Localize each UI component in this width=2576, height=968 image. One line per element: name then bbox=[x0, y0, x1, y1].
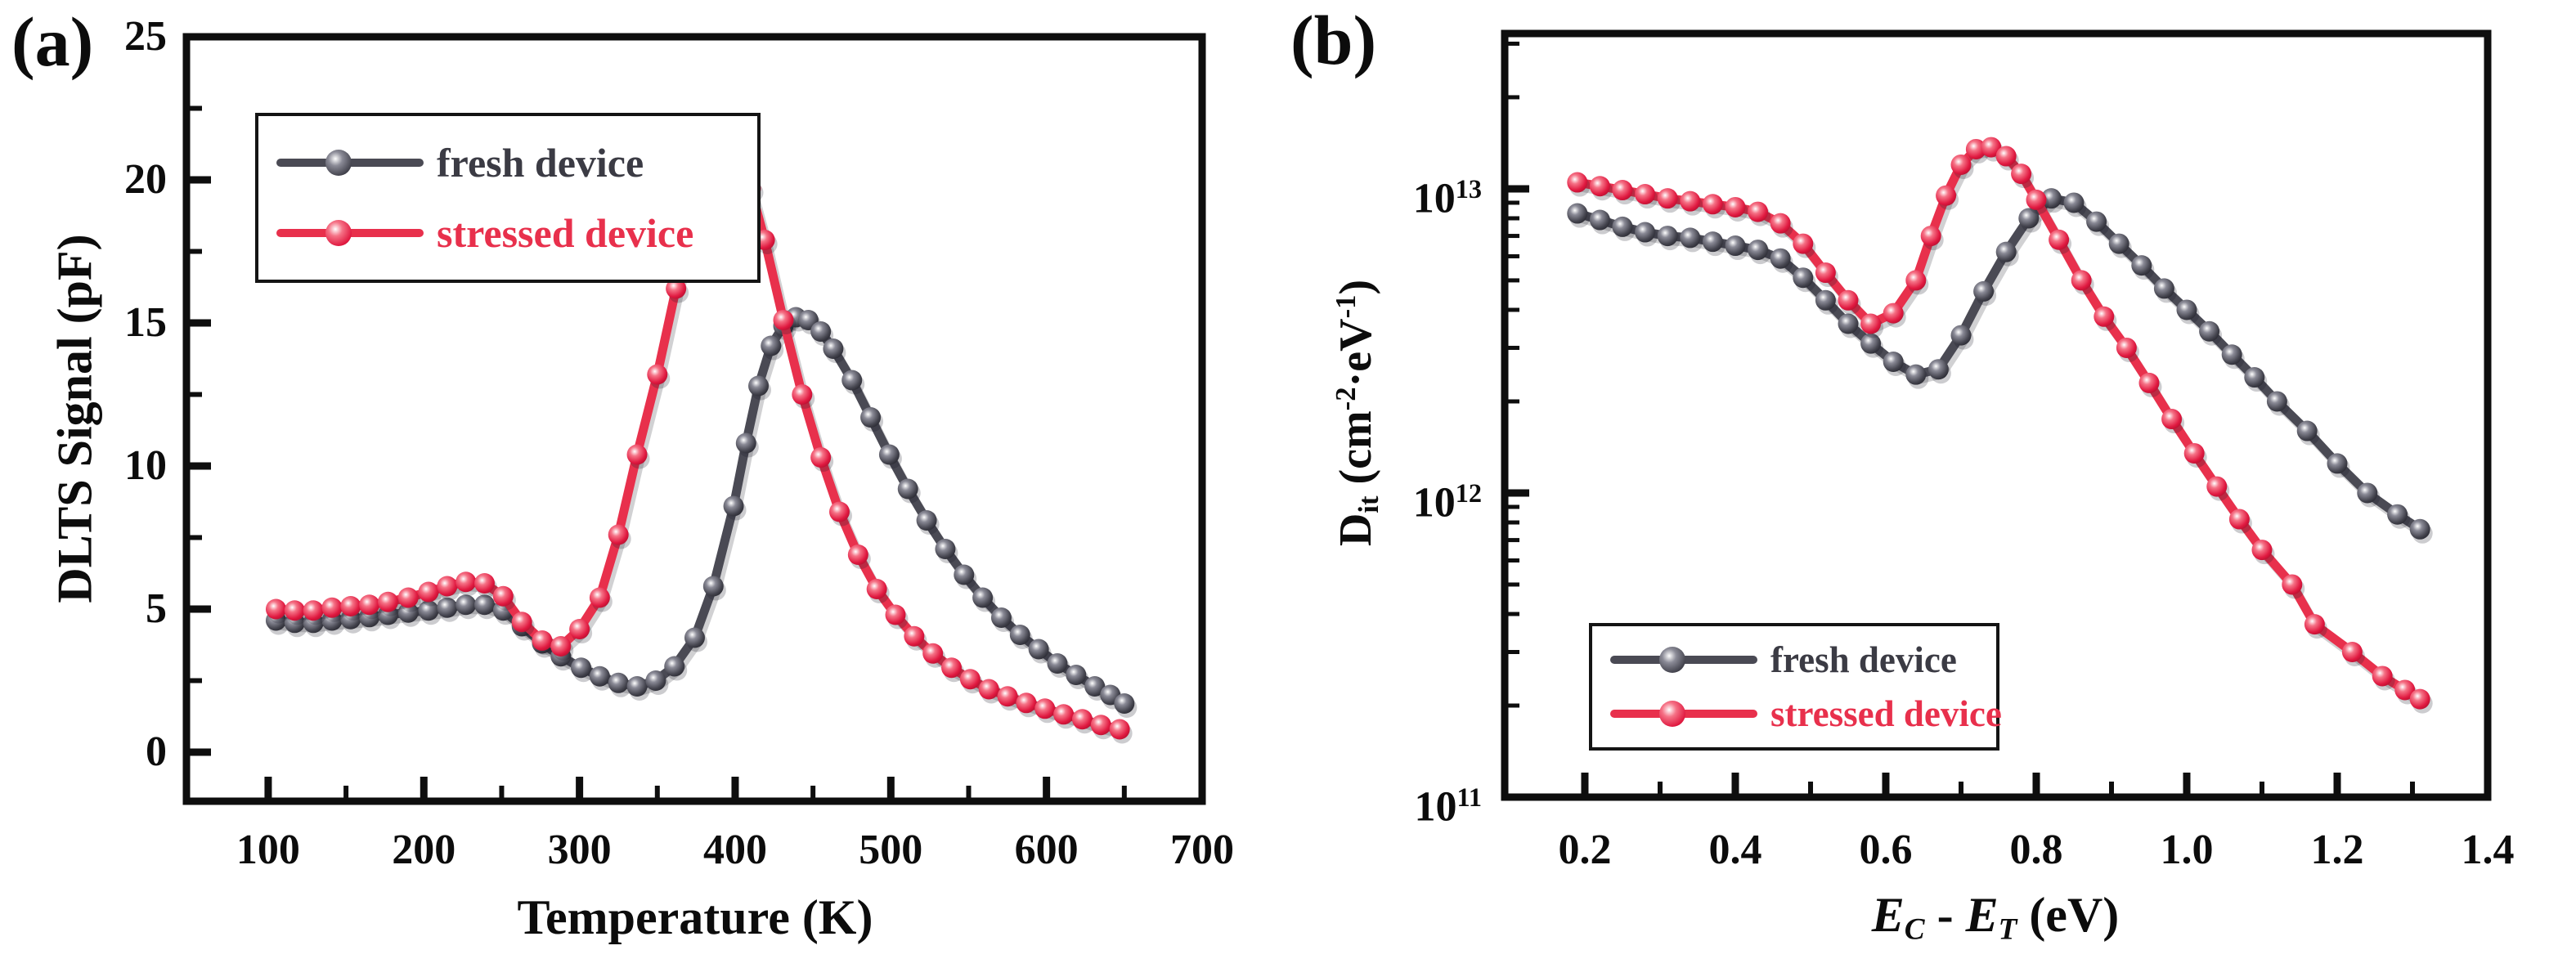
legend-item-fresh: fresh device bbox=[1592, 639, 1996, 681]
panel-a-tag: (a) bbox=[11, 2, 94, 81]
legend-label-stressed: stressed device bbox=[1770, 693, 2002, 735]
fresh-marker-icon bbox=[276, 149, 424, 177]
plot-frame-b bbox=[1501, 29, 2492, 801]
legend-a: fresh device stressed device bbox=[255, 113, 761, 283]
y-tick-b-1e13: 1013 bbox=[1412, 173, 1482, 222]
stressed-marker-icon bbox=[276, 219, 424, 247]
x-tick-a-700: 700 bbox=[1170, 827, 1234, 873]
x-tick-b-1.2: 1.2 bbox=[2310, 827, 2364, 873]
x-tick-b-1.0: 1.0 bbox=[2160, 827, 2214, 873]
legend-label-fresh: fresh device bbox=[437, 140, 644, 186]
series-markers-stressed-b bbox=[1567, 137, 2433, 714]
y-tick-a-15: 15 bbox=[124, 299, 167, 346]
x-tick-b-0.2: 0.2 bbox=[1558, 827, 1612, 873]
y-tick-a-25: 25 bbox=[124, 13, 167, 60]
x-tick-b-0.8: 0.8 bbox=[2009, 827, 2063, 873]
legend-label-fresh: fresh device bbox=[1770, 639, 1957, 680]
series-markers-fresh-b bbox=[1567, 188, 2433, 544]
legend-label-stressed: stressed device bbox=[437, 210, 694, 256]
series-fresh-b bbox=[1567, 188, 2433, 544]
legend-item-fresh: fresh device bbox=[258, 139, 757, 186]
x-tick-a-300: 300 bbox=[547, 827, 612, 873]
x-tick-b-0.4: 0.4 bbox=[1708, 827, 1762, 873]
series-markers-fresh-a bbox=[265, 307, 1138, 719]
series-fresh-a bbox=[265, 307, 1138, 719]
plot-area-b bbox=[1501, 29, 2492, 801]
axis-ticks-b bbox=[1508, 41, 2492, 801]
y-tick-a-5: 5 bbox=[146, 585, 167, 632]
x-tick-a-600: 600 bbox=[1014, 827, 1079, 873]
x-tick-a-500: 500 bbox=[859, 827, 923, 873]
y-tick-a-10: 10 bbox=[124, 442, 167, 489]
x-axis-title-a: Temperature (K) bbox=[517, 890, 873, 944]
legend-b: fresh device stressed device bbox=[1589, 623, 2002, 751]
series-stressed-b bbox=[1567, 137, 2433, 714]
axis-ticks-a bbox=[190, 33, 1206, 798]
y-tick-b-1e11: 1011 bbox=[1414, 782, 1482, 831]
stressed-marker-icon bbox=[1610, 700, 1757, 728]
x-tick-a-200: 200 bbox=[392, 827, 456, 873]
x-tick-b-1.4: 1.4 bbox=[2461, 827, 2515, 873]
panel-b-tag: (b) bbox=[1290, 1, 1377, 79]
plot-frame-a bbox=[182, 33, 1206, 805]
x-tick-a-100: 100 bbox=[236, 827, 300, 873]
y-tick-a-20: 20 bbox=[124, 156, 167, 203]
legend-item-stressed: stressed device bbox=[258, 209, 757, 257]
y-tick-b-1e12: 1012 bbox=[1412, 477, 1482, 527]
y-axis-title-a: DLTS Signal (pF) bbox=[47, 234, 102, 603]
series-line-shadow bbox=[278, 317, 1130, 713]
x-tick-b-0.6: 0.6 bbox=[1859, 827, 1913, 873]
x-tick-a-400: 400 bbox=[702, 827, 767, 873]
x-axis-title-b: EC - ET (eV) bbox=[1871, 888, 2120, 947]
y-tick-a-0: 0 bbox=[146, 728, 167, 775]
fresh-marker-icon bbox=[1610, 646, 1757, 674]
legend-item-stressed: stressed device bbox=[1592, 692, 2002, 735]
